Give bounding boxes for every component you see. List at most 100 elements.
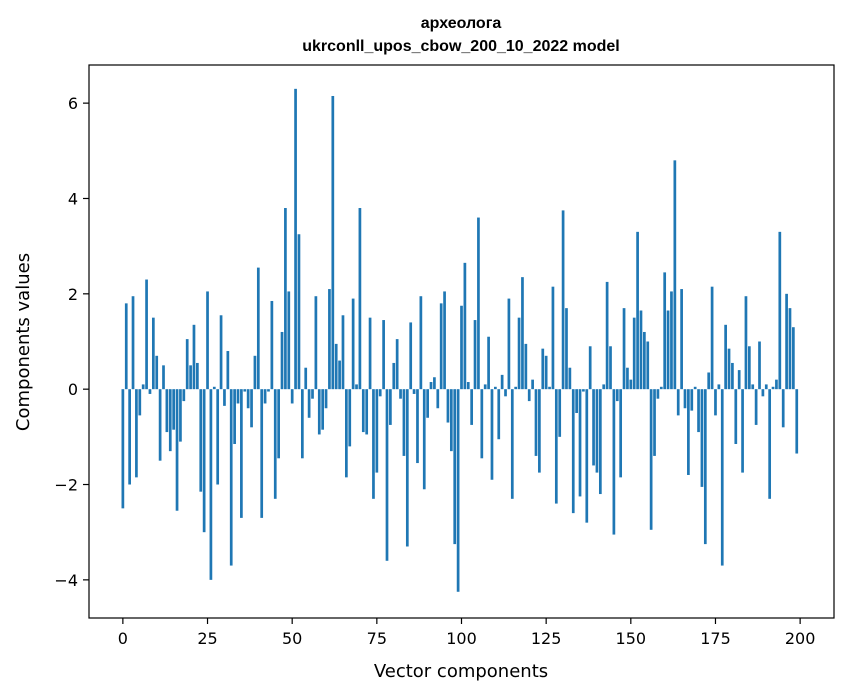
- bar-component-75: [375, 389, 379, 473]
- bar-component-119: [524, 343, 528, 390]
- bar-component-183: [741, 389, 744, 473]
- bar-component-12: [162, 365, 165, 390]
- x-tick-label: 125: [531, 629, 562, 648]
- bar-component-76: [378, 389, 382, 397]
- bar-component-140: [595, 389, 599, 473]
- bar-component-98: [453, 389, 457, 545]
- bar-component-9: [151, 317, 155, 390]
- bar-component-105: [477, 217, 480, 390]
- bar-component-50: [290, 389, 294, 404]
- bar-component-27: [212, 386, 216, 390]
- bar-component-187: [754, 389, 758, 425]
- bar-component-155: [646, 341, 650, 390]
- bar-component-28: [216, 389, 220, 485]
- bar-component-5: [138, 389, 142, 416]
- bar-component-156: [649, 389, 653, 530]
- bar-component-42: [263, 389, 267, 404]
- y-tick-label: −4: [54, 571, 78, 590]
- bar-component-121: [531, 379, 534, 390]
- bar-component-82: [399, 389, 402, 399]
- bar-component-173: [707, 372, 711, 390]
- bar-component-144: [609, 346, 612, 390]
- bar-component-124: [541, 348, 545, 390]
- bar-component-170: [697, 389, 700, 433]
- bar-component-91: [429, 382, 433, 390]
- bar-component-36: [243, 389, 247, 392]
- bar-component-150: [629, 379, 633, 390]
- bar-component-92: [433, 377, 436, 390]
- bar-component-191: [768, 389, 772, 499]
- y-tick-label: 6: [68, 94, 78, 113]
- bar-component-8: [148, 389, 152, 394]
- x-axis-ticks: 0 25 50 75 100 125 150 175 200: [118, 618, 815, 648]
- bar-component-97: [449, 389, 453, 452]
- bar-component-102: [466, 382, 470, 390]
- bar-component-29: [219, 315, 223, 390]
- chart-title-line-1: археолога: [421, 15, 502, 32]
- bar-component-146: [615, 389, 619, 402]
- bar-component-22: [196, 362, 199, 390]
- bar-component-51: [294, 88, 297, 390]
- bar-component-20: [189, 365, 192, 390]
- bar-component-40: [256, 267, 260, 390]
- bar-component-74: [372, 389, 375, 499]
- bar-component-139: [592, 389, 595, 466]
- bar-component-175: [714, 389, 717, 416]
- bar-component-194: [778, 231, 782, 390]
- bar-component-184: [744, 296, 748, 390]
- bar-component-134: [575, 389, 578, 414]
- bar-component-66: [345, 389, 348, 478]
- bar-component-172: [703, 389, 707, 545]
- y-axis-label: Components values: [13, 253, 34, 431]
- bar-component-165: [680, 289, 683, 390]
- bar-component-65: [341, 315, 345, 390]
- bar-component-11: [158, 389, 162, 461]
- bar-component-159: [659, 386, 663, 390]
- bar-component-181: [734, 389, 738, 444]
- bar-component-35: [240, 389, 243, 518]
- bar-component-136: [582, 389, 585, 392]
- bar-component-160: [663, 272, 667, 390]
- bar-component-59: [321, 389, 325, 430]
- bar-component-57: [314, 296, 318, 390]
- bar-component-71: [361, 389, 365, 433]
- bar-component-61: [328, 289, 331, 390]
- bar-component-13: [165, 389, 169, 433]
- bar-component-128: [554, 389, 558, 504]
- bar-component-85: [409, 322, 413, 390]
- bar-component-115: [510, 389, 514, 499]
- bar-component-62: [331, 95, 335, 390]
- bar-component-103: [470, 389, 474, 425]
- bar-component-189: [761, 389, 765, 397]
- bar-component-148: [622, 308, 626, 390]
- bar-component-60: [324, 389, 328, 409]
- bar-component-78: [385, 389, 389, 561]
- bar-component-147: [619, 389, 623, 478]
- bar-component-34: [236, 389, 240, 404]
- bar-component-162: [670, 291, 673, 390]
- bar-component-54: [304, 367, 308, 390]
- bar-component-56: [311, 389, 314, 399]
- bar-component-23: [199, 389, 203, 492]
- x-tick-label: 175: [700, 629, 731, 648]
- bar-component-135: [578, 389, 582, 497]
- bar-component-120: [527, 389, 531, 402]
- bar-component-108: [487, 336, 490, 390]
- bar-component-152: [636, 231, 639, 390]
- bar-component-58: [317, 389, 321, 435]
- bar-component-67: [348, 389, 352, 447]
- bar-component-6: [141, 384, 145, 390]
- bar-component-7: [145, 279, 148, 390]
- bar-component-174: [710, 286, 714, 390]
- bar-component-117: [517, 317, 521, 390]
- y-tick-label: 0: [68, 380, 78, 399]
- bar-component-110: [494, 386, 497, 390]
- bar-component-198: [792, 327, 795, 390]
- bar-component-39: [253, 355, 257, 390]
- bar-component-151: [632, 317, 636, 390]
- chart-title-line-2: ukrconll_upos_cbow_200_10_2022 model: [302, 38, 619, 55]
- bar-component-63: [334, 343, 338, 390]
- bar-component-141: [598, 389, 602, 495]
- bar-component-48: [284, 208, 287, 390]
- bar-component-153: [639, 310, 643, 390]
